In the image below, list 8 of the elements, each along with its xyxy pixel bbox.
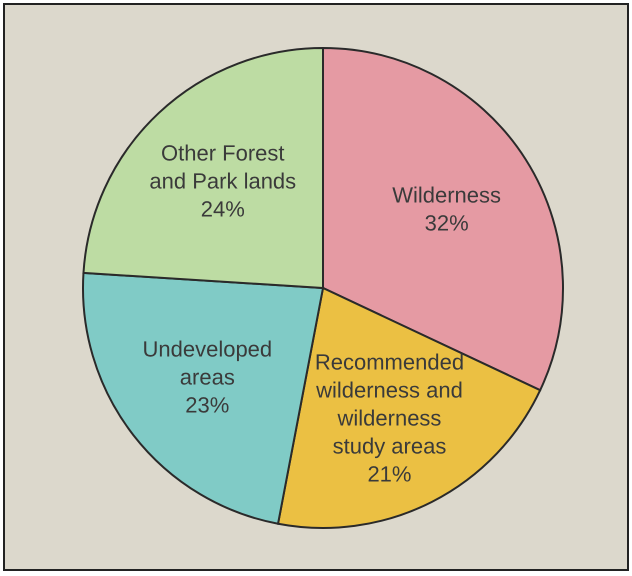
slice-label: Recommended wilderness and wilderness study areas [314,349,464,458]
data-label: 23% [185,392,230,418]
slice-label: Wilderness [392,182,502,208]
data-label: 32% [424,210,469,236]
data-label: 21% [367,461,412,486]
slice-label: Other Forest and Park lands [149,140,296,194]
data-label: 24% [200,196,245,222]
slice-label: Undeveloped areas [142,336,272,390]
